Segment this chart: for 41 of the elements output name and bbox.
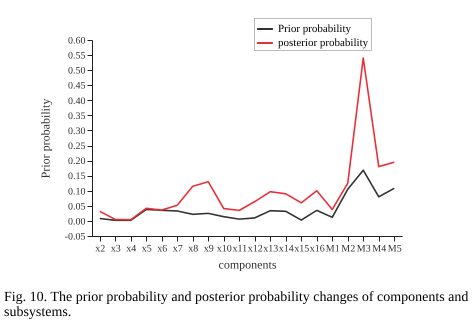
y-tick-label: 0.50 (68, 66, 86, 77)
x-tick-label: x2 (95, 244, 106, 254)
y-tick-label: 0.40 (68, 96, 86, 107)
y-tick-label: 0.30 (68, 126, 86, 137)
y-tick-label: -0.05 (64, 232, 86, 242)
x-tick-label: x14 (278, 244, 294, 254)
x-tick-label: M5 (388, 244, 402, 254)
x-tick-label: x6 (157, 244, 168, 254)
x-tick-label: x8 (188, 244, 198, 254)
x-axis-title: components (218, 258, 277, 272)
x-tick-label: M1 (326, 244, 340, 254)
x-tick-label: x16 (310, 244, 325, 254)
line-series (98, 169, 396, 222)
y-tick-label: 0.25 (68, 141, 86, 152)
y-tick-label: 0.20 (68, 156, 86, 168)
y-tick-label: 0.00 (68, 216, 86, 228)
x-tick-label: M2 (341, 244, 356, 254)
line-series (98, 57, 396, 221)
y-tick-label: 0.60 (68, 36, 86, 46)
x-tick-label: x7 (172, 244, 183, 254)
x-tick-label: M3 (356, 244, 371, 254)
x-tick-label: x9 (204, 244, 214, 254)
y-tick-label: 0.35 (68, 110, 86, 122)
y-tick-label: 0.05 (68, 201, 86, 212)
caption: Fig. 10. The prior probability and posterior probability changes of components and subsystems. (4, 290, 470, 320)
x-tick-label: x12 (248, 244, 263, 254)
y-tick-label: 0.10 (68, 186, 86, 198)
x-tick-label: x4 (126, 244, 136, 254)
y-tick-label: 0.15 (68, 171, 86, 182)
x-tick-label: x10 (216, 244, 232, 254)
x-tick-label: M4 (372, 244, 386, 254)
legend-label: posterior probability (278, 37, 369, 49)
x-tick-label: x15 (294, 244, 310, 254)
x-tick-label: x3 (110, 244, 121, 254)
y-axis-title: Prior probability (38, 98, 53, 178)
y-tick-label: 0.55 (68, 50, 86, 62)
x-tick-label: x11 (232, 244, 248, 254)
y-tick-label: 0.45 (68, 80, 86, 92)
x-tick-label: x13 (263, 244, 278, 254)
x-tick-label: x5 (142, 244, 152, 254)
legend-label: Prior probability (278, 23, 352, 35)
